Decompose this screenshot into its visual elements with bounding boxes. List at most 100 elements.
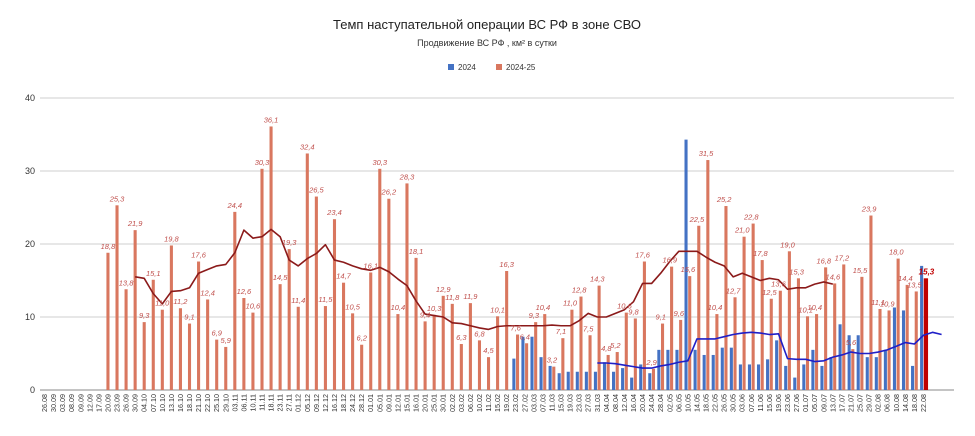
- bar-2024-25: [133, 230, 137, 390]
- bar-2024: [575, 371, 579, 390]
- x-tick-label: 05.01: [375, 394, 384, 412]
- x-tick-label: 25.07: [856, 394, 865, 412]
- x-tick-label: 23.06: [783, 394, 792, 412]
- data-label: 15,3: [919, 267, 935, 276]
- x-tick-label: 27.02: [520, 394, 529, 412]
- x-tick-label: 16.04: [629, 394, 638, 412]
- bar-2024: [666, 349, 670, 390]
- data-label: 9,1: [655, 313, 665, 322]
- bar-2024-25: [715, 314, 719, 390]
- data-label: 11,0: [563, 299, 578, 308]
- data-label: 13,6: [771, 280, 786, 289]
- bar-2024: [648, 373, 652, 390]
- bar-2024: [811, 349, 815, 390]
- data-label: 10,4: [708, 303, 723, 312]
- x-tick-label: 15.01: [402, 394, 411, 412]
- bar-2024-25: [570, 309, 574, 390]
- data-label: 32,4: [300, 142, 315, 151]
- data-label: 12,7: [726, 286, 741, 295]
- bar-2024-25: [496, 316, 500, 390]
- data-label: 24,4: [227, 201, 243, 210]
- bar-2024-25: [287, 249, 291, 390]
- data-label: 17,6: [635, 251, 650, 260]
- data-label: 26,2: [381, 188, 397, 197]
- x-tick-label: 04.10: [140, 394, 149, 412]
- bar-2024: [856, 335, 860, 390]
- bar-2024-25: [588, 335, 592, 390]
- data-label: 16,8: [816, 256, 831, 265]
- bar-2024-25: [486, 357, 491, 390]
- bar-2024: [693, 349, 697, 390]
- bar-2024-25: [706, 160, 710, 390]
- data-label: 12,9: [436, 285, 451, 294]
- bar-2024: [630, 377, 634, 390]
- bar-2024-25: [597, 285, 601, 390]
- bar-2024: [829, 357, 833, 390]
- bar-2024-25: [887, 310, 891, 390]
- bar-2024-25: [525, 343, 529, 390]
- bar-2024: [901, 310, 906, 390]
- x-tick-label: 08.09: [67, 394, 76, 412]
- bar-2024: [530, 336, 534, 390]
- x-tick-label: 14.08: [901, 394, 910, 412]
- data-label: 26,5: [308, 186, 324, 195]
- data-label: 10,6: [617, 302, 632, 311]
- data-label: 15,3: [789, 267, 804, 276]
- data-label: 15,1: [146, 269, 161, 278]
- bar-2024: [621, 368, 625, 390]
- data-label: 31,5: [699, 149, 714, 158]
- bar-2024: [548, 365, 552, 390]
- bar-2024: [747, 364, 752, 390]
- bar-2024: [874, 357, 878, 390]
- bar-2024-25: [805, 316, 810, 390]
- bar-2024: [793, 377, 797, 390]
- x-tick-label: 22.10: [203, 394, 212, 412]
- x-tick-label: 18.12: [339, 394, 348, 412]
- data-label: 12,8: [572, 286, 587, 295]
- legend-swatch-2024: [448, 64, 454, 70]
- bar-2024-25: [742, 236, 746, 390]
- bar-2024: [657, 349, 661, 390]
- data-label: 10,3: [427, 304, 442, 313]
- x-tick-label: 09.09: [76, 394, 85, 412]
- x-tick-label: 23.09: [113, 394, 122, 412]
- data-label: 10,5: [345, 302, 360, 311]
- data-label: 10,6: [246, 302, 261, 311]
- bar-2024: [521, 336, 525, 390]
- bar-2024-25: [187, 323, 192, 390]
- bar-2024: [639, 364, 643, 390]
- data-label: 19,8: [164, 234, 179, 243]
- bar-2024-25: [233, 211, 237, 390]
- bar-2024-25: [688, 276, 692, 390]
- bar-2024-25: [151, 279, 155, 390]
- data-label: 25,3: [109, 194, 125, 203]
- bar-2024-25: [414, 257, 418, 390]
- x-tick-label: 17.07: [837, 394, 846, 412]
- x-tick-label: 30.09: [49, 394, 58, 412]
- x-tick-label: 30.05: [729, 394, 738, 412]
- data-label: 10,4: [807, 303, 822, 312]
- x-tick-label: 10.08: [892, 394, 901, 412]
- data-label: 9,6: [674, 309, 685, 318]
- bar-2024-25: [606, 354, 610, 390]
- bar-2024: [702, 354, 706, 390]
- x-tick-label: 12.12: [321, 394, 330, 412]
- bar-2024: [847, 335, 851, 390]
- x-tick-label: 29.10: [221, 394, 230, 412]
- avg-line-2024-25: [135, 228, 834, 331]
- bar-2024-25: [651, 368, 656, 390]
- legend-swatch-2024-25: [496, 64, 502, 70]
- bar-2024-25: [251, 312, 255, 390]
- bar-2024-25: [579, 296, 583, 390]
- x-tick-label: 23.02: [511, 394, 520, 412]
- moving-average-lines: [135, 228, 942, 369]
- bar-2024-25: [896, 258, 900, 390]
- bar-2024-25: [477, 340, 482, 390]
- bar-2024-25: [905, 284, 909, 390]
- x-tick-label: 19.06: [774, 394, 783, 412]
- x-tick-label: 06.11: [239, 394, 248, 411]
- data-label: 11,4: [291, 296, 305, 305]
- x-tick-label: 11.06: [756, 394, 765, 411]
- bar-2024-25: [169, 245, 173, 390]
- x-tick-label: 31.03: [593, 394, 602, 412]
